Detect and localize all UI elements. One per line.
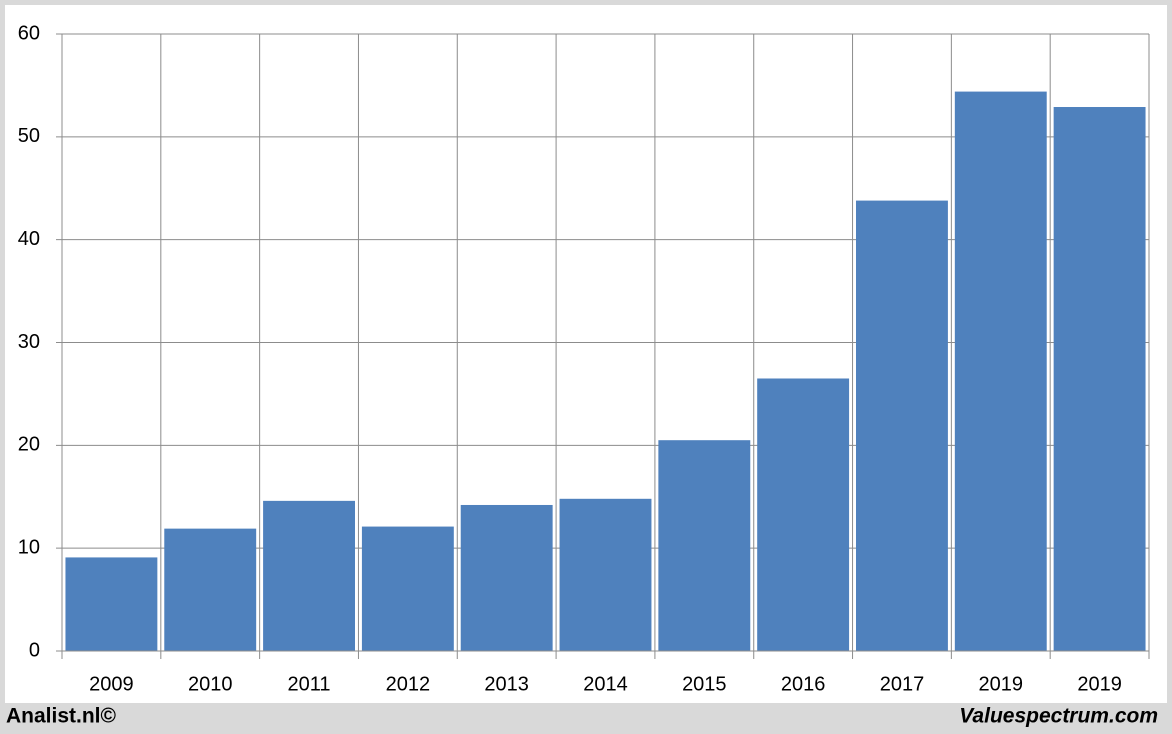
x-tick-label: 2013 [484,673,529,695]
bar [954,91,1047,651]
y-tick-label: 60 [18,22,40,44]
x-tick-label: 2010 [188,673,233,695]
x-tick-label: 2017 [880,673,925,695]
x-tick-label: 2019 [979,673,1024,695]
bar [856,200,948,651]
bar [263,500,355,651]
bar [65,557,158,651]
y-tick-label: 30 [18,331,40,353]
x-tick-label: 2009 [89,673,134,695]
bar [361,526,454,651]
x-tick-label: 2019 [1077,673,1122,695]
bar [757,378,850,651]
y-tick-label: 40 [18,228,40,250]
x-tick-label: 2011 [288,673,331,695]
x-tick-label: 2012 [386,673,431,695]
x-tick-label: 2015 [682,673,727,695]
bar [559,498,652,651]
x-tick-label: 2016 [781,673,826,695]
y-tick-label: 20 [18,434,40,456]
y-tick-label: 10 [18,536,40,558]
x-tick-label: 2014 [583,673,628,695]
bar [1053,107,1146,652]
y-tick-label: 0 [29,639,40,661]
y-tick-label: 50 [18,125,40,147]
bar [658,440,751,651]
source-right: Valuespectrum.com [959,705,1158,728]
bar [164,528,257,651]
bar [460,504,553,651]
source-left: Analist.nl© [6,705,117,728]
